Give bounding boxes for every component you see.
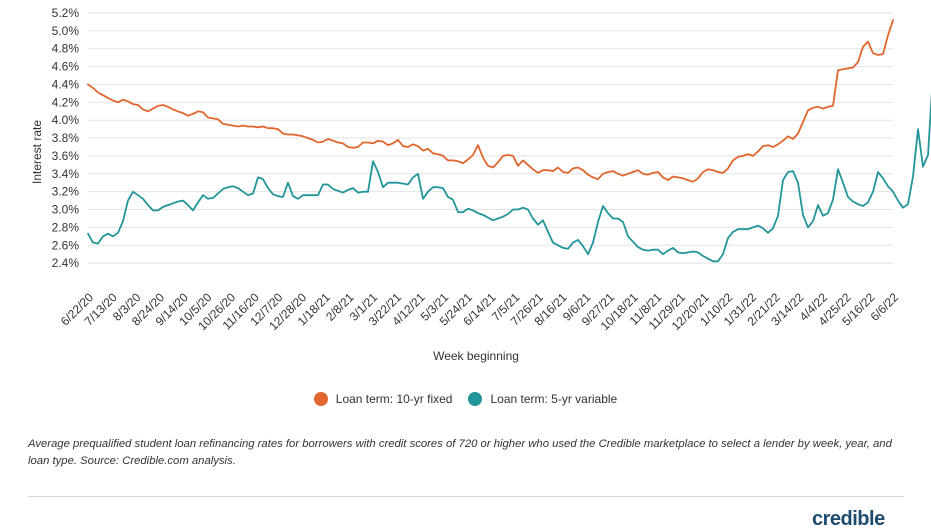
legend-item-10yr-fixed: Loan term: 10-yr fixed	[313, 392, 453, 406]
y-axis-ticks: 2.4% 2.6% 2.8% 3.0% 3.2% 3.4% 3.6% 3.8% 4.0% 4.2%…	[52, 6, 80, 270]
y-tick-label: 4.4%	[52, 77, 80, 91]
series-lines	[87, 19, 931, 263]
legend-label-5yr-variable: Loan term: 5-yr variable	[490, 392, 618, 406]
credible-logo: credible	[812, 508, 885, 530]
y-tick-label: 2.4%	[52, 256, 80, 270]
y-tick-label: 3.0%	[52, 203, 80, 217]
y-tick-label: 2.8%	[52, 220, 80, 234]
y-tick-label: 3.6%	[52, 149, 80, 163]
y-tick-label: 4.0%	[52, 113, 80, 127]
line-chart: 2.4% 2.6% 2.8% 3.0% 3.2% 3.4% 3.6% 3.8% 4.0% 4.2%…	[30, 6, 931, 363]
series-line-10yr-fixed	[87, 19, 894, 183]
y-tick-label: 4.6%	[52, 60, 80, 74]
legend-marker-5yr-variable	[468, 392, 483, 406]
gridlines	[88, 12, 893, 264]
y-tick-label: 5.2%	[52, 6, 80, 20]
x-tick-label: 6/6/22	[868, 290, 902, 324]
chart-caption: Average prequalified student loan refina…	[28, 438, 892, 467]
legend-marker-10yr-fixed	[313, 392, 328, 406]
x-axis-title: Week beginning	[433, 349, 519, 363]
series-line-5yr-variable	[87, 91, 931, 263]
y-tick-label: 3.2%	[52, 185, 80, 199]
y-tick-label: 4.8%	[52, 42, 80, 56]
legend-item-5yr-variable: Loan term: 5-yr variable	[468, 392, 617, 406]
y-tick-label: 5.0%	[52, 24, 80, 38]
y-tick-label: 2.6%	[52, 238, 80, 252]
y-axis-title: Interest rate	[30, 120, 44, 184]
y-tick-label: 4.2%	[52, 95, 80, 109]
y-tick-label: 3.8%	[52, 131, 80, 145]
legend: Loan term: 10-yr fixed Loan term: 5-yr v…	[0, 389, 931, 409]
legend-label-10yr-fixed: Loan term: 10-yr fixed	[335, 392, 453, 406]
x-axis-ticks: 6/22/207/13/208/3/208/24/209/14/2010/5/2…	[58, 290, 901, 333]
divider	[28, 496, 904, 497]
y-tick-label: 3.4%	[52, 167, 80, 181]
